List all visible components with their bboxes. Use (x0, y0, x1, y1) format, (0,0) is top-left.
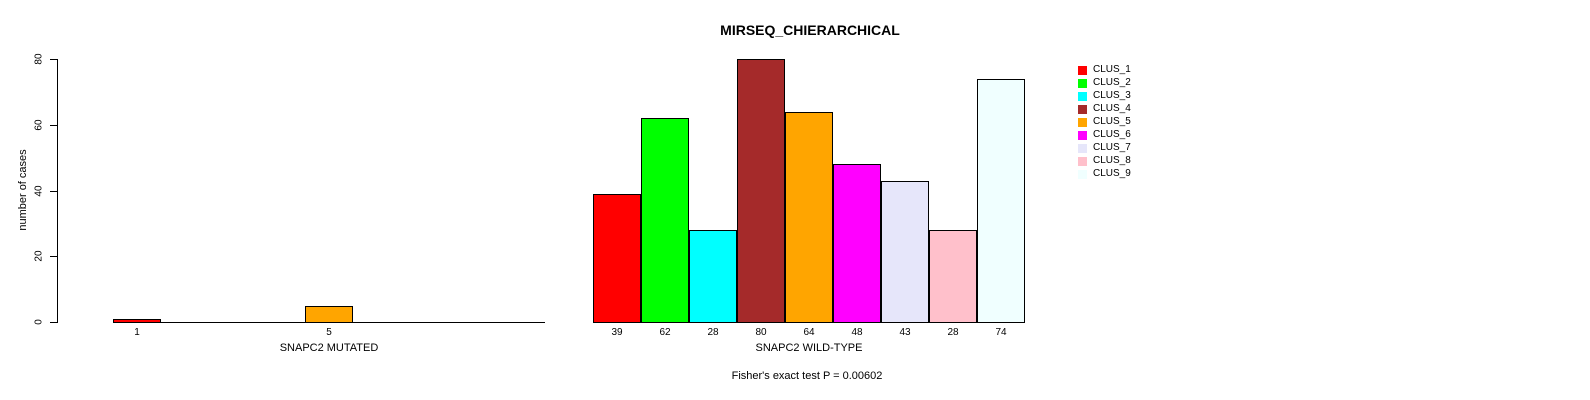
y-axis-tick-label-60: 60 (33, 119, 45, 131)
legend-label-clus_5: CLUS_5 (1093, 116, 1131, 127)
bar-value-clus_1: 1 (134, 327, 140, 338)
bar-value-clus_7: 43 (899, 327, 911, 338)
legend-swatch-clus_2 (1078, 78, 1087, 88)
legend-swatch-clus_8 (1078, 156, 1087, 166)
legend-label-clus_7: CLUS_7 (1093, 142, 1131, 153)
y-axis-label: number of cases (17, 149, 29, 231)
bar-value-clus_9: 74 (995, 327, 1007, 338)
legend-label-clus_8: CLUS_8 (1093, 155, 1131, 166)
bar-clus_5 (305, 306, 353, 323)
y-axis-tick-40 (50, 190, 57, 192)
legend-label-clus_6: CLUS_6 (1093, 129, 1131, 140)
legend-swatch-clus_6 (1078, 130, 1087, 140)
bar-clus_5 (785, 112, 833, 323)
legend-swatch-clus_4 (1078, 104, 1087, 114)
bar-value-clus_6: 48 (851, 327, 863, 338)
legend-label-clus_2: CLUS_2 (1093, 77, 1131, 88)
bar-value-clus_2: 62 (659, 327, 671, 338)
legend-swatch-clus_5 (1078, 117, 1087, 127)
bar-clus_9 (977, 79, 1025, 323)
y-axis-tick-label-0: 0 (33, 319, 45, 325)
legend-label-clus_1: CLUS_1 (1093, 64, 1131, 75)
legend-label-clus_4: CLUS_4 (1093, 103, 1131, 114)
bar-clus_1 (113, 319, 161, 323)
legend-label-clus_9: CLUS_9 (1093, 168, 1131, 179)
bar-clus_3 (689, 230, 737, 323)
y-axis-tick-0 (50, 322, 57, 323)
legend-swatch-clus_3 (1078, 91, 1087, 101)
bar-clus_1 (593, 194, 641, 323)
legend-swatch-clus_7 (1078, 143, 1087, 153)
y-axis-line (57, 59, 58, 323)
bar-value-clus_3: 28 (707, 327, 719, 338)
y-axis-tick-label-80: 80 (33, 53, 45, 65)
fisher-test-annotation: Fisher's exact test P = 0.00602 (731, 370, 883, 382)
bar-value-clus_8: 28 (947, 327, 959, 338)
bar-clus_4 (737, 59, 785, 323)
bar-clus_7 (881, 181, 929, 323)
legend-swatch-clus_1 (1078, 65, 1087, 75)
bar-value-clus_1: 39 (611, 327, 623, 338)
bar-value-clus_4: 80 (755, 327, 767, 338)
y-axis-tick-60 (50, 124, 57, 126)
y-axis-tick-20 (50, 256, 57, 258)
y-axis-tick-label-40: 40 (33, 184, 45, 197)
y-axis-tick-80 (50, 59, 57, 60)
bar-value-clus_5: 5 (326, 327, 332, 338)
y-axis-tick-label-20: 20 (33, 250, 45, 262)
legend-label-clus_3: CLUS_3 (1093, 90, 1131, 101)
bar-clus_8 (929, 230, 977, 323)
bar-clus_2 (641, 118, 689, 323)
chart-title: MIRSEQ_CHIERARCHICAL (720, 22, 900, 38)
bar-value-clus_5: 64 (803, 327, 815, 338)
x-axis-label-mutated: SNAPC2 MUTATED (279, 342, 379, 354)
bar-clus_6 (833, 164, 881, 323)
legend-swatch-clus_9 (1078, 169, 1087, 179)
x-axis-label-wildtype: SNAPC2 WILD-TYPE (755, 342, 863, 354)
